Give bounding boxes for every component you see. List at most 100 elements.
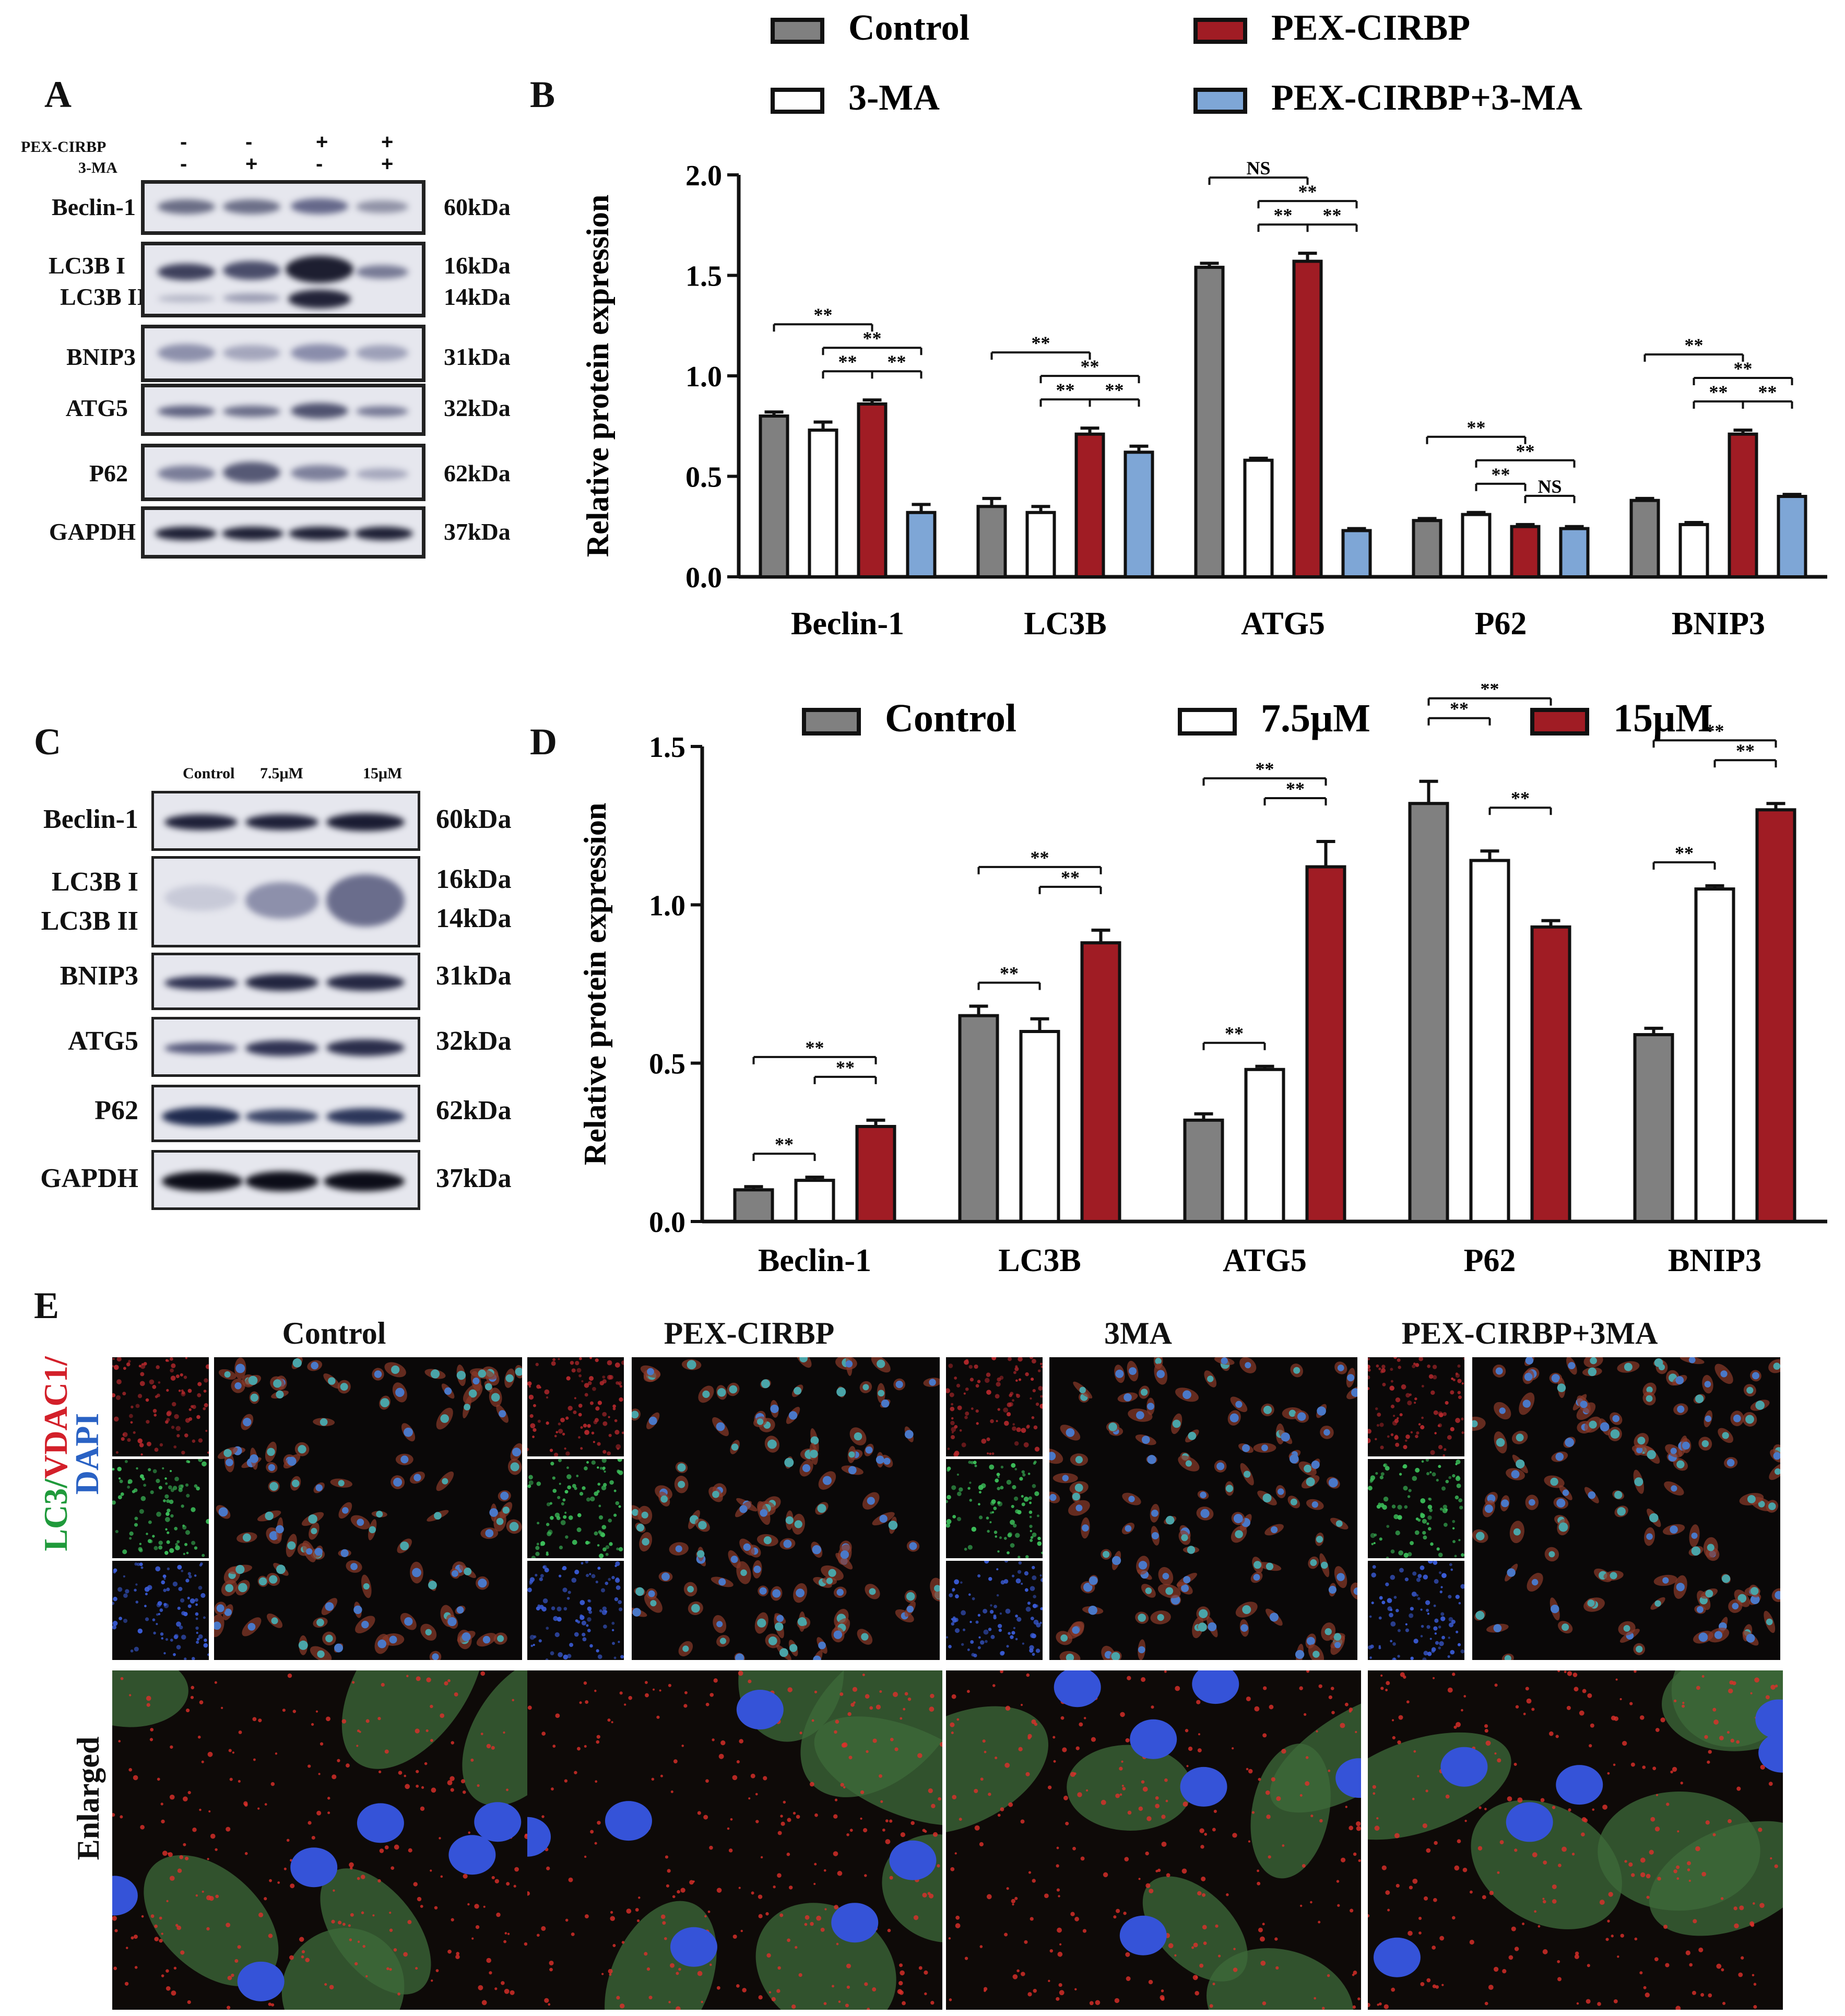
sign-3ma-3: - — [316, 152, 323, 175]
significance-label: ** — [1061, 867, 1080, 888]
significance-label: ** — [1675, 843, 1694, 863]
significance-label: ** — [1274, 205, 1293, 226]
legend-swatch — [1530, 708, 1589, 736]
significance-label: ** — [1516, 441, 1535, 461]
significance-label: ** — [1736, 740, 1755, 761]
kda-label: 62kDa — [444, 460, 511, 487]
y-tick-label: 0.5 — [649, 1048, 685, 1081]
legend-swatch — [1193, 18, 1247, 44]
enlarged-image — [527, 1670, 942, 2010]
bar-chart-d: 0.0 0.5 1.0 1.5 Relative protein expression B… — [578, 684, 1827, 1278]
bar — [958, 1014, 999, 1224]
y-tick-label: 0.0 — [649, 1206, 685, 1239]
significance-label: NS — [1538, 476, 1562, 497]
significance-label: ** — [1511, 788, 1530, 809]
bar — [1243, 458, 1274, 579]
significance-label: ** — [1032, 333, 1050, 353]
bar — [1694, 887, 1735, 1223]
legend-label: PEX-CIRBP+3-MA — [1271, 78, 1582, 118]
bar — [1530, 925, 1571, 1223]
bar — [1305, 865, 1346, 1223]
thumbnail-vdac1 — [1368, 1357, 1464, 1456]
lane-label: 7.5μM — [260, 765, 303, 782]
panel-label-b: B — [530, 74, 555, 115]
significance-label: ** — [1685, 335, 1704, 355]
sign-3ma-1: - — [180, 152, 187, 175]
condition-title: Control — [282, 1316, 386, 1350]
bar — [1777, 495, 1807, 578]
condition-title: PEX-CIRBP — [664, 1316, 835, 1350]
bar — [1559, 527, 1590, 578]
y-tick-label: 2.0 — [685, 160, 722, 192]
significance-label: ** — [1323, 205, 1342, 226]
legend-swatch — [771, 18, 824, 44]
bar — [1728, 432, 1758, 579]
significance-label: ** — [1706, 720, 1724, 741]
sign-pex-1: - — [180, 131, 187, 153]
kda-label: 14kDa — [444, 283, 511, 310]
protein-label: Beclin-1 — [52, 194, 136, 220]
bar — [906, 511, 937, 578]
enlarged-image — [946, 1670, 1361, 2010]
significance-label: ** — [1286, 778, 1305, 799]
thumbnail-lc3 — [946, 1459, 1043, 1558]
protein-label: GAPDH — [40, 1164, 138, 1193]
significance-label: ** — [1758, 382, 1777, 402]
category-label: LC3B — [1024, 606, 1106, 642]
bar — [1341, 529, 1372, 579]
legend-label: 7.5μM — [1261, 696, 1370, 740]
protein-label: LC3B II — [60, 283, 146, 310]
significance-label: ** — [1056, 380, 1075, 400]
significance-label: NS — [1246, 158, 1270, 179]
blot-strip-gapdh — [151, 1150, 420, 1210]
bar — [1755, 808, 1796, 1224]
legend-label: PEX-CIRBP — [1271, 8, 1470, 48]
y-tick-label: 0.5 — [685, 461, 722, 494]
protein-label: BNIP3 — [66, 343, 136, 370]
category-label: P62 — [1464, 1243, 1516, 1278]
significance-label: ** — [838, 351, 857, 372]
kda-label: 14kDa — [436, 904, 512, 933]
significance-label: ** — [1081, 356, 1099, 377]
lane-label: 15μM — [363, 765, 403, 782]
blot-strip-bnip3 — [151, 953, 420, 1010]
category-label: Beclin-1 — [791, 606, 904, 642]
significance-label: ** — [814, 304, 833, 325]
y-tick-label: 1.0 — [685, 361, 722, 393]
bar — [1633, 1033, 1674, 1223]
blot-strip-p62 — [141, 444, 425, 501]
sign-pex-2: - — [245, 131, 253, 153]
protein-label: P62 — [94, 1096, 138, 1125]
category-label: LC3B — [998, 1243, 1081, 1278]
protein-label: LC3B II — [41, 906, 138, 936]
kda-label: 32kDa — [444, 395, 511, 421]
merged-image — [214, 1357, 522, 1660]
significance-label: ** — [888, 351, 906, 372]
bar-chart-b: 0.0 0.5 1.0 1.5 2.0 Relative protein expressi… — [581, 8, 1827, 642]
significance-label: ** — [1105, 380, 1124, 400]
significance-label: ** — [1256, 758, 1274, 779]
merged-image — [632, 1357, 940, 1660]
row-label-pex-cirbp: PEX-CIRBP — [21, 138, 107, 156]
panel-label-c: C — [34, 721, 61, 763]
significance-label: ** — [1481, 684, 1499, 699]
enlarged-image — [112, 1670, 527, 2010]
protein-label: GAPDH — [49, 518, 136, 545]
thumbnail-vdac1 — [946, 1357, 1043, 1456]
panel-label-a: A — [44, 74, 72, 115]
kda-label: 60kDa — [436, 804, 512, 834]
legend-label: Control — [885, 696, 1016, 740]
blot-strip-atg5 — [141, 384, 425, 436]
bar — [976, 505, 1007, 578]
thumbnail-vdac1 — [527, 1357, 624, 1456]
significance-label: ** — [775, 1134, 794, 1155]
kda-label: 31kDa — [436, 961, 512, 991]
significance-label: ** — [1225, 1023, 1244, 1044]
bar — [1461, 513, 1492, 579]
merged-image — [1472, 1357, 1780, 1660]
bar — [1292, 259, 1323, 578]
thumbnail-lc3 — [527, 1459, 624, 1558]
category-label: ATG5 — [1241, 606, 1325, 642]
blot-strip-lc3b — [141, 242, 425, 317]
protein-label: BNIP3 — [60, 961, 138, 991]
